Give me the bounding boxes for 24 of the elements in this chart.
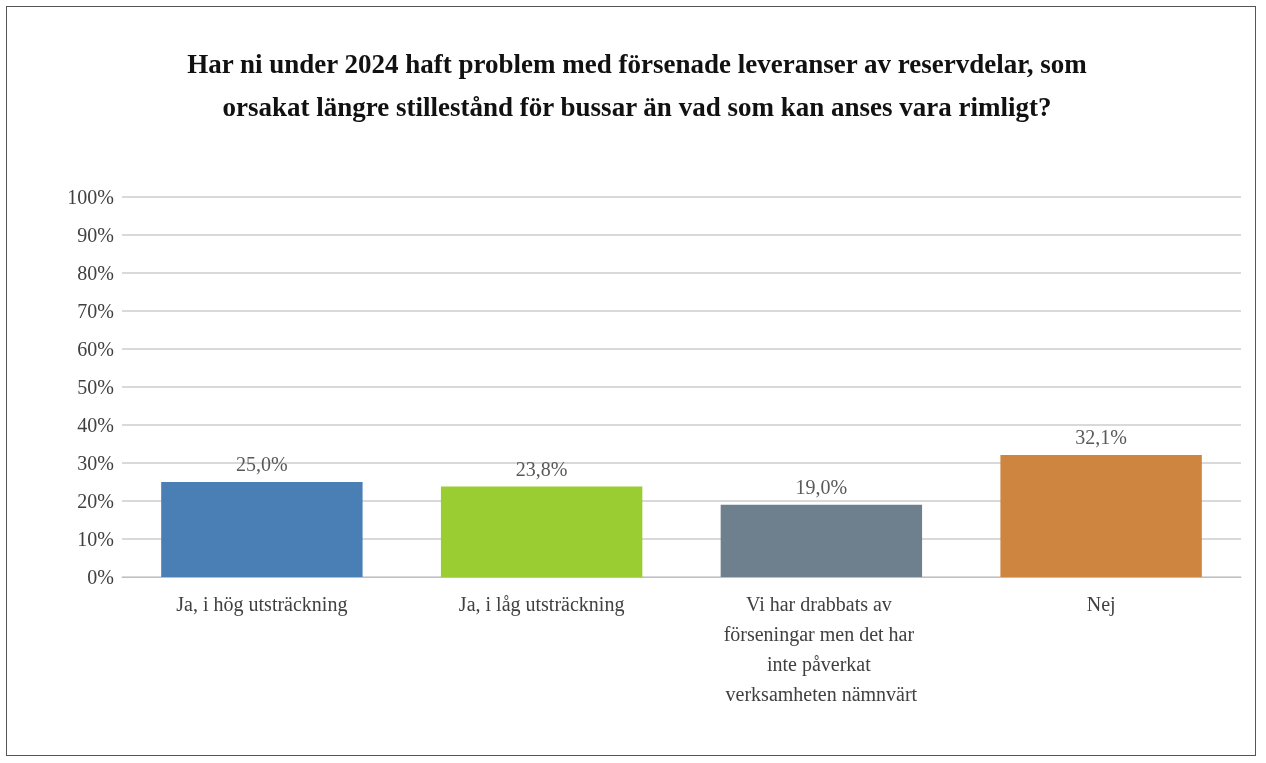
y-tick-label: 20% (77, 490, 114, 512)
y-tick-label: 40% (77, 414, 114, 436)
x-tick-label: Nej (1086, 593, 1116, 616)
bar (161, 482, 363, 577)
y-tick-label: 90% (77, 224, 114, 246)
bar (1000, 455, 1202, 577)
x-tick-label: Vi har drabbats av förseningar men det har inte påverkat verksamheten nämnvärt (723, 593, 920, 705)
bar (440, 486, 643, 577)
chart-title: Har ni under 2024 haft problem med försenade leveranser av reservdelar, som orsakat längre stillestånd för bussar än vad som kan anses vara rimligt? (186, 48, 1088, 124)
bar (720, 504, 923, 577)
y-tick-label: 80% (77, 262, 114, 284)
x-tick-label: Ja, i låg utsträckning (458, 593, 625, 616)
data-label: 23,8% (515, 457, 568, 480)
y-tick-label: 10% (77, 528, 114, 550)
y-tick-label: 60% (77, 338, 114, 360)
data-label: 25,0% (236, 453, 288, 475)
data-label: 19,0% (795, 475, 848, 498)
y-tick-label: 50% (77, 376, 114, 398)
y-tick-label: 70% (77, 300, 114, 322)
x-tick-label: Ja, i hög utsträckning (176, 593, 348, 616)
y-tick-label: 100% (67, 186, 114, 208)
data-label: 32,1% (1075, 426, 1127, 449)
y-tick-label: 30% (77, 452, 114, 474)
y-tick-label: 0% (87, 566, 114, 588)
